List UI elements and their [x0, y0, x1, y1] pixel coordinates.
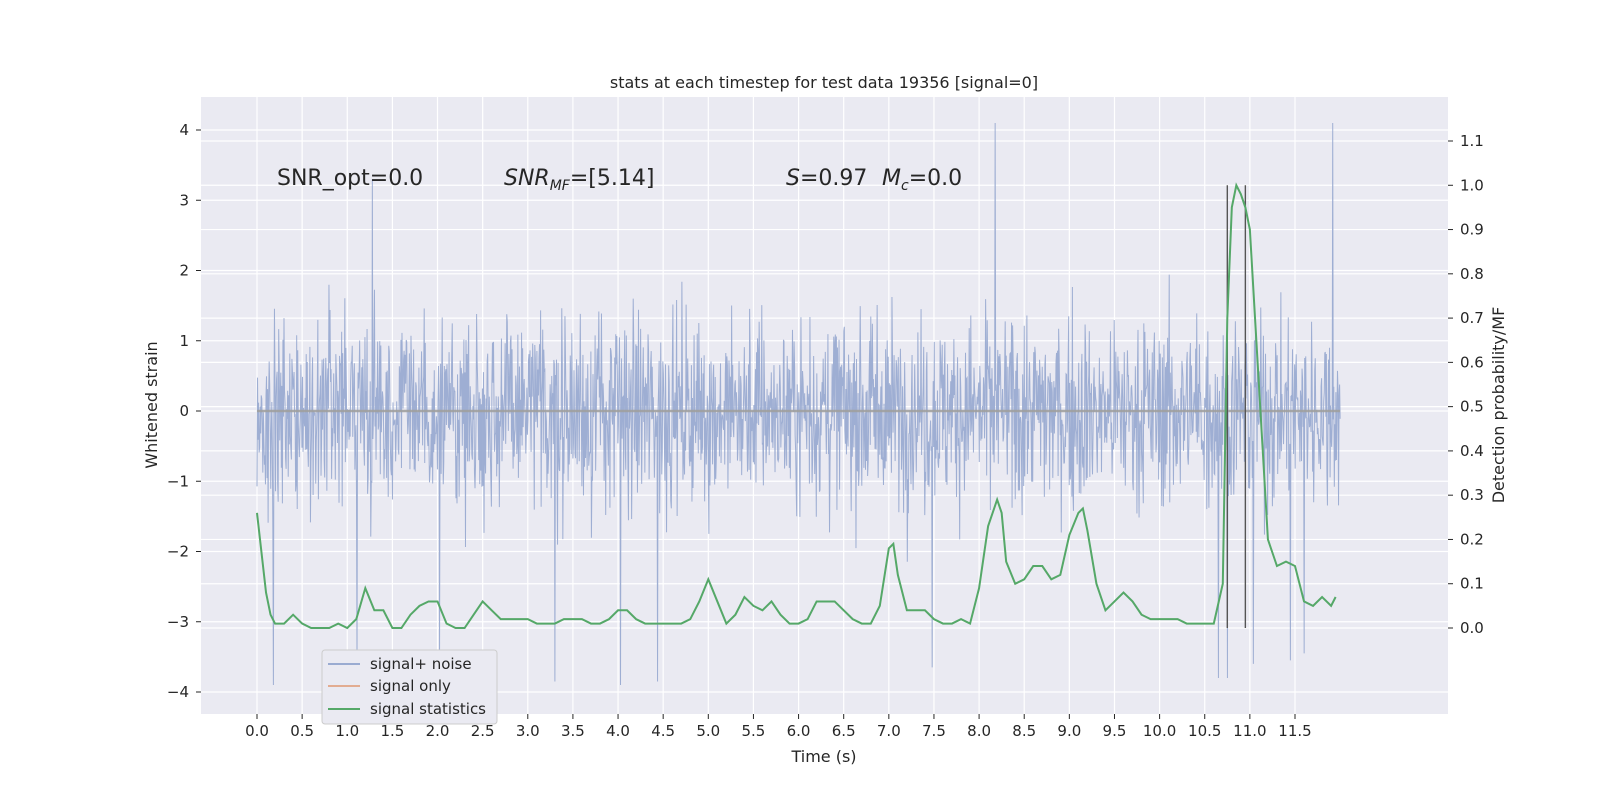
s-main: S: [786, 166, 800, 191]
signal-statistics-series: [256, 182, 1337, 630]
x-tick-label: 5.5: [742, 722, 766, 740]
grid: [201, 97, 1448, 714]
x-tick-label: 9.5: [1103, 722, 1127, 740]
x-tick-label: 11.0: [1233, 722, 1266, 740]
mc-sub: c: [901, 178, 909, 194]
x-tick-label: 8.5: [1012, 722, 1036, 740]
x-tick-label: 7.5: [922, 722, 946, 740]
y2-tick-label: 0.0: [1460, 619, 1484, 637]
x-tick-label: 7.0: [877, 722, 901, 740]
snr-mf-main: SNR: [504, 166, 550, 191]
y-tick-label: −2: [167, 543, 189, 561]
y2-tick-label: 0.7: [1460, 309, 1484, 327]
x-tick-label: 11.5: [1278, 722, 1311, 740]
x-tick-label: 6.0: [787, 722, 811, 740]
y-axis-ticks: 4 3 2 1 0 −1 −2 −3 −4: [167, 121, 201, 701]
mc-annotation: Mc=0.0: [882, 166, 962, 194]
y2-tick-label: 0.9: [1460, 221, 1484, 239]
snr-opt-annotation: SNR_opt=0.0: [277, 166, 423, 191]
legend-label-signal-noise: signal+ noise: [370, 655, 472, 673]
snr-mf-value: =[5.14]: [570, 166, 655, 191]
x-tick-label: 10.0: [1143, 722, 1176, 740]
s-value: =0.97: [800, 166, 867, 191]
x-tick-label: 3.0: [516, 722, 540, 740]
x-tick-label: 0.0: [245, 722, 269, 740]
y2-tick-label: 0.4: [1460, 442, 1484, 460]
y2-tick-label: 0.1: [1460, 575, 1484, 593]
vertical-markers: [1226, 185, 1247, 628]
x-tick-label: 6.5: [832, 722, 856, 740]
x-tick-label: 4.5: [651, 722, 675, 740]
y-tick-label: 2: [179, 262, 189, 280]
y-axis-label: Whitened strain: [142, 341, 161, 468]
signal-statistics-line: [256, 182, 1337, 630]
chart-title: stats at each timestep for test data 193…: [610, 73, 1038, 92]
x-tick-label: 10.5: [1188, 722, 1221, 740]
y2-tick-label: 1.0: [1460, 176, 1484, 194]
snr-mf-sub: MF: [550, 178, 571, 194]
x-axis-label: Time (s): [790, 747, 856, 766]
snr-mf-annotation: SNRMF=[5.14]: [504, 166, 654, 194]
legend-box: [321, 649, 498, 725]
y-tick-label: 3: [179, 191, 189, 209]
signal-noise-line: [256, 122, 1341, 685]
y2-axis-label: Detection probability/MF: [1489, 307, 1508, 504]
x-tick-label: 2.0: [426, 722, 450, 740]
y2-tick-label: 1.1: [1460, 132, 1484, 150]
y-tick-label: 0: [179, 402, 189, 420]
y2-tick-label: 0.3: [1460, 486, 1484, 504]
y-tick-label: 1: [179, 332, 189, 350]
x-tick-label: 5.0: [696, 722, 720, 740]
x-tick-label: 1.5: [380, 722, 404, 740]
legend-label-signal-only: signal only: [370, 677, 451, 695]
y-tick-label: 4: [179, 121, 189, 139]
y2-tick-label: 0.6: [1460, 353, 1484, 371]
y2-tick-label: 0.2: [1460, 530, 1484, 548]
y2-tick-label: 0.8: [1460, 265, 1484, 283]
y2-tick-label: 0.5: [1460, 398, 1484, 416]
mc-main: M: [882, 166, 901, 191]
y-tick-label: −4: [167, 683, 189, 701]
legend: signal+ noise signal only signal statist…: [321, 649, 498, 725]
x-tick-label: 0.5: [290, 722, 314, 740]
y-tick-label: −3: [167, 613, 189, 631]
x-tick-label: 8.0: [967, 722, 991, 740]
mc-value: =0.0: [909, 166, 962, 191]
x-tick-label: 9.0: [1057, 722, 1081, 740]
legend-label-signal-statistics: signal statistics: [370, 700, 486, 718]
x-tick-label: 3.5: [561, 722, 585, 740]
x-tick-label: 2.5: [471, 722, 495, 740]
signal-noise-series: [256, 122, 1341, 685]
x-tick-label: 4.0: [606, 722, 630, 740]
y2-axis-ticks: 1.1 1.0 0.9 0.8 0.7 0.6 0.5 0.4 0.3 0.2 0.1 0.0: [1448, 132, 1484, 637]
y-tick-label: −1: [167, 472, 189, 490]
s-annotation: S=0.97: [786, 166, 867, 191]
x-tick-label: 1.0: [335, 722, 359, 740]
